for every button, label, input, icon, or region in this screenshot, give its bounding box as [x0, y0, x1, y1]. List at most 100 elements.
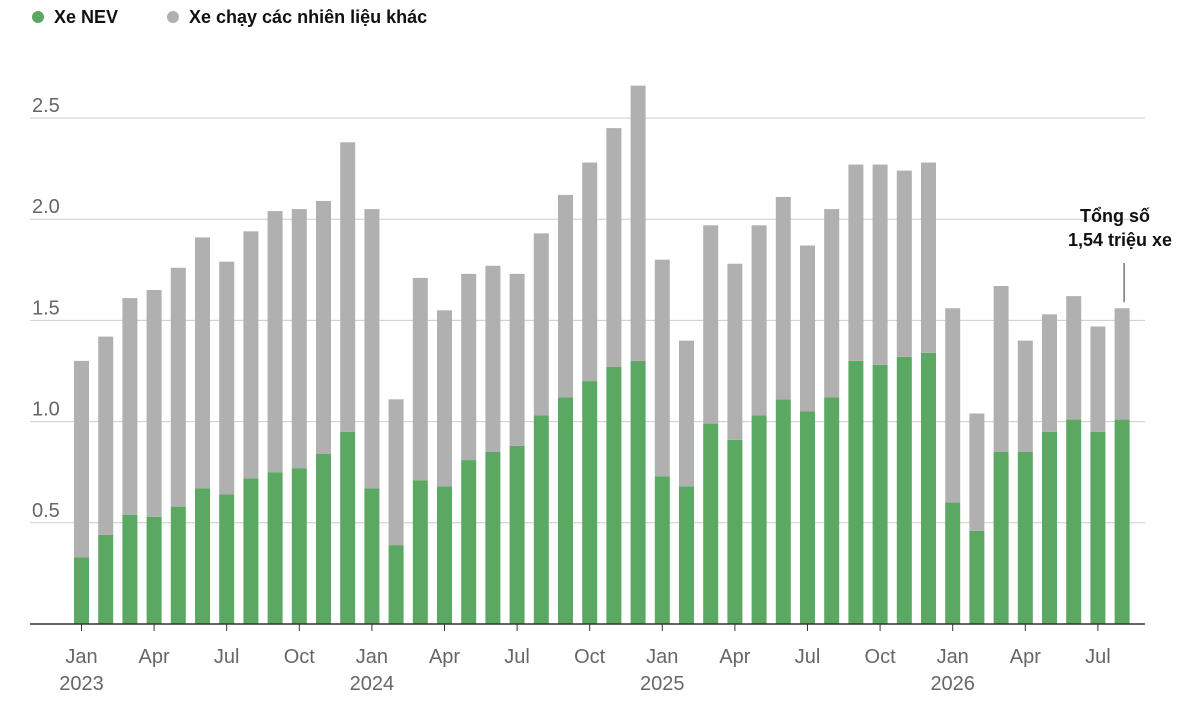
y-tick-label: 2.5 — [32, 95, 60, 117]
bar-other-2024-06 — [485, 265, 501, 452]
bar-other-2024-04 — [437, 310, 452, 487]
bar-nev-2023-10 — [291, 468, 307, 624]
bar-nev-2026-06 — [1066, 419, 1082, 624]
bar-other-2025-11 — [896, 170, 912, 357]
x-tick-label: Jan — [356, 646, 388, 668]
bar-other-2025-01 — [654, 259, 670, 477]
y-axis-ticks: 0.5 1.0 1.5 2.0 2.5 — [32, 95, 60, 522]
bar-other-2026-04 — [1017, 340, 1033, 452]
legend-label-nev: Xe NEV — [54, 7, 118, 27]
x-tick-label: Jan — [65, 646, 97, 668]
bar-other-2024-02 — [388, 399, 404, 546]
bar-nev-2025-08 — [824, 397, 840, 624]
bar-other-2023-10 — [291, 209, 307, 469]
bar-other-2024-01 — [364, 209, 380, 489]
bar-nev-2025-04 — [727, 439, 743, 624]
bar-nev-2023-11 — [316, 453, 331, 624]
bar-nev-2024-06 — [485, 451, 501, 624]
bar-other-2024-10 — [582, 162, 598, 382]
x-axis-ticks: Jan 2023 Apr Jul Oct Jan 2024 Apr Jul Oct Jan 2025 A… — [59, 624, 1111, 695]
bar-other-2025-03 — [703, 225, 719, 424]
bar-other-2023-12 — [340, 142, 356, 432]
bar-other-2025-12 — [921, 162, 936, 353]
bar-nev-2025-09 — [848, 360, 864, 624]
bar-other-2023-02 — [98, 336, 114, 535]
bar-nev-2023-08 — [243, 478, 259, 624]
bar-other-2024-12 — [630, 85, 646, 361]
bar-other-2026-03 — [993, 285, 1009, 452]
x-tick-label: Jul — [214, 646, 240, 668]
bar-nev-2023-09 — [267, 472, 283, 624]
bar-nev-2023-06 — [195, 488, 210, 624]
bar-nev-2025-01 — [654, 476, 670, 624]
bar-nev-2026-07 — [1090, 431, 1106, 624]
bar-nev-2024-12 — [630, 360, 646, 624]
annotation-line-1: Tổng số — [1080, 206, 1150, 226]
bar-other-2023-01 — [74, 360, 89, 558]
bar-nev-2023-01 — [74, 557, 89, 624]
bar-other-2023-05 — [170, 267, 186, 507]
bar-other-2023-07 — [219, 261, 235, 495]
bar-nev-2023-04 — [146, 516, 162, 624]
bar-nev-2025-11 — [896, 356, 912, 624]
x-tick-label: Apr — [139, 646, 170, 668]
bar-other-2024-03 — [412, 277, 428, 481]
x-tick-label: Apr — [1010, 646, 1041, 668]
bar-nev-2023-05 — [170, 506, 186, 624]
x-tick-year: 2026 — [930, 673, 975, 695]
bar-nev-2025-12 — [921, 352, 936, 624]
bar-other-2025-09 — [848, 164, 864, 361]
bar-other-2026-06 — [1066, 296, 1082, 420]
bar-nev-2026-08 — [1114, 419, 1130, 624]
bar-other-2026-01 — [945, 308, 961, 503]
bar-nev-2024-05 — [461, 460, 477, 624]
bar-other-2026-05 — [1042, 314, 1057, 432]
bar-other-2025-02 — [679, 340, 694, 487]
x-tick-label: Jan — [937, 646, 969, 668]
total-annotation: Tổng số 1,54 triệu xe — [1068, 206, 1172, 303]
bar-nev-2024-10 — [582, 381, 598, 624]
bar-nev-2026-01 — [945, 502, 961, 624]
bar-nev-2023-03 — [122, 514, 138, 624]
bar-other-2023-11 — [316, 200, 331, 454]
legend-label-other: Xe chạy các nhiên liệu khác — [189, 7, 427, 27]
x-tick-label: Oct — [574, 646, 606, 668]
bar-other-2024-07 — [509, 273, 525, 446]
bar-other-2024-09 — [558, 194, 573, 398]
bar-nev-2026-03 — [993, 451, 1009, 624]
bar-other-2025-04 — [727, 263, 743, 440]
bar-nev-2025-05 — [751, 415, 767, 624]
bar-other-2024-05 — [461, 273, 477, 461]
bar-other-2023-06 — [195, 237, 210, 489]
x-tick-label: Oct — [284, 646, 316, 668]
bars — [74, 85, 1130, 624]
bar-nev-2024-02 — [388, 545, 404, 624]
bar-nev-2026-05 — [1042, 431, 1057, 624]
x-tick-year: 2024 — [350, 673, 395, 695]
bar-nev-2023-07 — [219, 494, 235, 624]
bar-other-2026-02 — [969, 413, 985, 531]
bar-nev-2025-10 — [872, 364, 888, 624]
bar-other-2023-04 — [146, 290, 162, 517]
bar-nev-2023-12 — [340, 431, 356, 624]
y-tick-label: 2.0 — [32, 196, 60, 218]
bar-nev-2024-03 — [412, 480, 428, 624]
bar-other-2023-09 — [267, 211, 283, 473]
bar-nev-2024-11 — [606, 366, 622, 624]
bar-other-2024-08 — [533, 233, 549, 416]
x-tick-label: Jul — [1085, 646, 1111, 668]
bar-nev-2026-02 — [969, 530, 985, 624]
x-tick-label: Apr — [719, 646, 750, 668]
bar-nev-2024-04 — [437, 486, 452, 624]
legend: Xe NEV Xe chạy các nhiên liệu khác — [32, 7, 427, 27]
x-tick-label: Jul — [504, 646, 530, 668]
y-tick-label: 0.5 — [32, 500, 60, 522]
bar-nev-2026-04 — [1017, 451, 1033, 624]
bar-other-2026-08 — [1114, 308, 1130, 420]
bar-other-2025-08 — [824, 209, 840, 398]
bar-other-2026-07 — [1090, 326, 1106, 432]
y-tick-label: 1.0 — [32, 399, 60, 421]
y-tick-label: 1.5 — [32, 297, 60, 319]
bar-nev-2024-01 — [364, 488, 380, 624]
